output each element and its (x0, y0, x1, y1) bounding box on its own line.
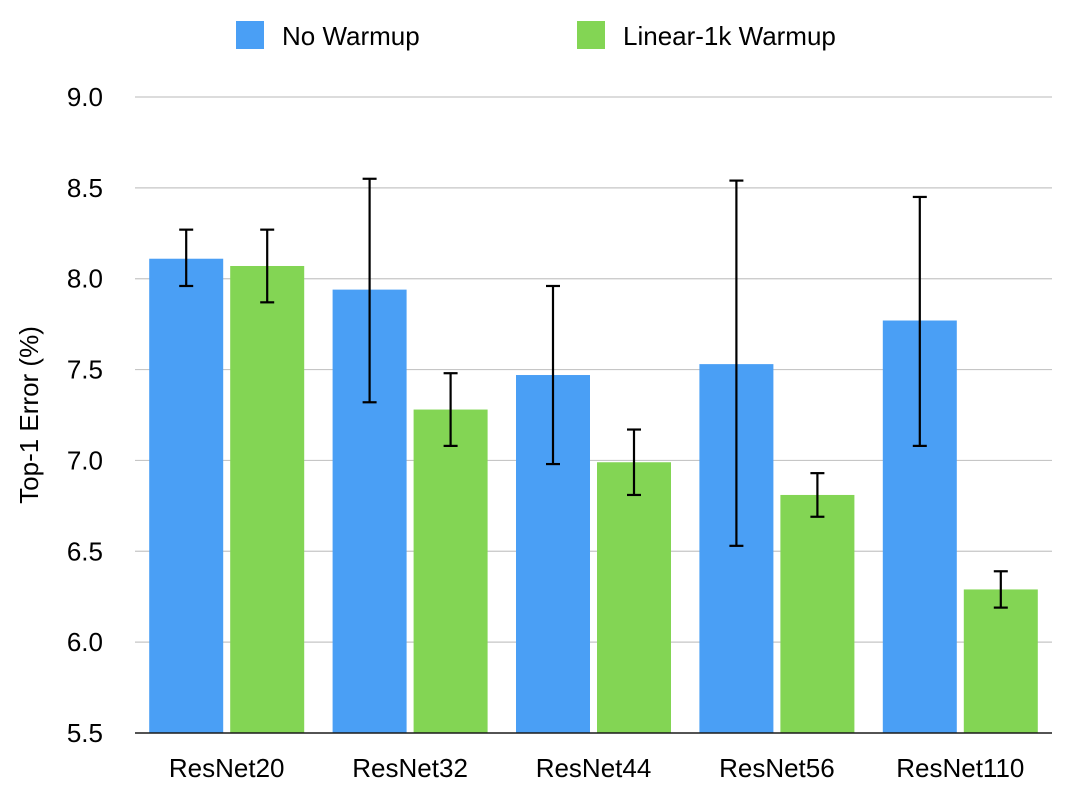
y-tick-label: 6.5 (67, 536, 103, 566)
axes: 5.5 6.0 6.5 7.0 7.5 8.0 8.5 9.0 ResNet20 ResNet32… (67, 82, 1052, 783)
y-tick-label: 8.0 (67, 264, 103, 294)
x-tick-label: ResNet110 (896, 753, 1024, 783)
bar (230, 265, 305, 733)
x-tick-label: ResNet56 (719, 753, 835, 783)
legend-label: Linear-1k Warmup (623, 21, 836, 51)
y-tick-label: 8.5 (67, 173, 103, 203)
bar (597, 462, 671, 733)
y-tick-label: 5.5 (67, 718, 103, 748)
legend-label: No Warmup (282, 21, 420, 51)
legend-swatch (577, 21, 605, 49)
bars (149, 258, 1038, 733)
y-tick-label: 7.5 (67, 355, 103, 385)
y-axis-title: Top-1 Error (%) (14, 326, 44, 504)
bar (413, 409, 488, 733)
x-tick-label: ResNet44 (536, 753, 652, 783)
y-tick-label: 7.0 (67, 445, 103, 475)
bar (149, 258, 224, 733)
bar (780, 494, 855, 733)
y-tick-label: 6.0 (67, 627, 103, 657)
bar (963, 589, 1038, 733)
error-bars (179, 177, 1008, 609)
x-tick-label: ResNet32 (352, 753, 468, 783)
x-tick-label: ResNet20 (169, 753, 285, 783)
y-tick-label: 9.0 (67, 82, 103, 112)
legend: No Warmup Linear-1k Warmup (236, 21, 836, 51)
legend-swatch (236, 21, 264, 49)
